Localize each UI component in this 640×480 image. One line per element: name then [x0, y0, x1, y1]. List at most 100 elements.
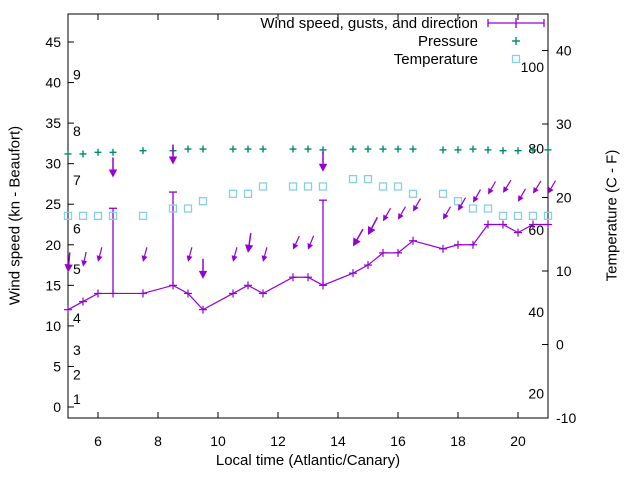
y-left-tick-label: 40: [45, 75, 61, 91]
legend-item-pressure: Pressure: [260, 32, 546, 50]
wind-arrow-tail: [385, 207, 392, 217]
wind-arrow-tail: [188, 247, 193, 257]
wind-arrow-head: [368, 226, 376, 236]
temperature-marker: [93, 211, 103, 221]
wind-arrow-head: [307, 242, 314, 250]
temperature-marker: [258, 182, 268, 191]
wind-arrow-tail: [83, 251, 87, 261]
wind-arrow-tail: [460, 197, 467, 206]
wind-arrow-head: [141, 255, 148, 262]
pressure-markers: [64, 145, 552, 158]
wind-direction-arrows: [64, 144, 557, 279]
legend-label-temperature: Temperature: [393, 50, 478, 68]
temperature-marker: [363, 174, 373, 184]
wind-arrow-tail: [445, 206, 452, 215]
temperature-markers: [63, 174, 553, 221]
x-axis-title: Local time (Atlantic/Canary): [215, 452, 401, 469]
legend-item-temperature: Temperature: [260, 50, 546, 68]
fahrenheit-scale-label: 100: [521, 59, 545, 75]
wind-arrow-head: [198, 270, 208, 279]
y-right-tick-label: 10: [556, 263, 572, 279]
wind-arrow-head: [398, 212, 404, 220]
wind-arrow-tail: [98, 247, 103, 257]
beaufort-scale-label: 1: [73, 391, 81, 407]
temperature-marker: [513, 211, 523, 221]
beaufort-scale-label: 4: [73, 310, 81, 326]
wind-arrow-head: [108, 169, 118, 178]
wind-arrow-head: [168, 156, 178, 165]
wind-arrow-tail: [550, 180, 557, 189]
wind-arrow-tail: [294, 235, 300, 245]
temperature-marker: [408, 189, 418, 198]
wind-arrow-tail: [67, 252, 71, 265]
gust-bars: [109, 191, 327, 294]
wind-arrow-head: [548, 186, 554, 194]
x-tick-label: 16: [390, 433, 406, 449]
wind-arrow-tail: [520, 188, 527, 197]
fahrenheit-scale-label: 60: [528, 222, 544, 238]
wind-arrow-tail: [371, 217, 379, 229]
wind-arrow-head: [81, 260, 88, 267]
wind-arrow-head: [443, 212, 449, 220]
wind-arrow-head: [413, 204, 419, 212]
wind-arrow-head: [473, 195, 479, 203]
beaufort-scale-label: 3: [73, 342, 81, 358]
temperature-marker: [318, 182, 328, 191]
temperature-marker: [453, 197, 463, 206]
legend-label-pressure: Pressure: [417, 32, 478, 50]
wind-arrow-tail: [309, 235, 315, 245]
temperature-marker: [378, 182, 388, 191]
temperature-marker: [168, 204, 178, 213]
wind-arrow-head: [458, 204, 464, 211]
y-left-tick-label: 25: [45, 196, 61, 212]
fahrenheit-scale-label: 40: [528, 304, 544, 320]
y-right-tick-label: 40: [556, 43, 572, 59]
wind-arrow-tail: [505, 179, 512, 189]
wind-arrow-head: [292, 242, 299, 250]
temperature-marker: [108, 211, 118, 221]
wind-arrow-head: [96, 255, 103, 262]
legend-label-wind: Wind speed, gusts, and direction: [260, 14, 478, 32]
temperature-marker: [183, 204, 193, 213]
beaufort-scale-label: 7: [73, 172, 81, 188]
legend-sample-wind-icon: [487, 18, 545, 28]
wind-speed-line: [64, 220, 552, 314]
wind-arrow-head: [353, 237, 361, 247]
y-left-tick-label: 15: [45, 277, 61, 293]
y-right-tick-label: 30: [556, 116, 572, 132]
fahrenheit-scale-label: 80: [528, 140, 544, 156]
wind-speed-polyline: [67, 223, 548, 311]
temperature-marker: [63, 211, 73, 221]
wind-arrow-head: [503, 186, 509, 193]
temperature-marker: [138, 211, 148, 221]
y-right-tick-label: 0: [556, 337, 564, 353]
temperature-marker: [348, 174, 358, 184]
wind-arrow-head: [64, 264, 73, 273]
wind-arrow-tail: [490, 181, 497, 190]
y-right-tick-label: 20: [556, 190, 572, 206]
temperature-marker: [543, 211, 553, 221]
y-left-tick-label: 20: [45, 237, 61, 253]
wind-arrow-head: [244, 244, 254, 253]
wind-arrow-head: [533, 187, 539, 194]
axes: [67, 13, 549, 419]
legend-sample-pressure-icon: [512, 37, 520, 45]
beaufort-scale-label: 8: [73, 123, 81, 139]
temperature-marker: [393, 182, 403, 191]
x-tick-label: 8: [154, 433, 162, 449]
beaufort-scale-label: 9: [73, 66, 81, 82]
y-left-tick-label: 0: [53, 399, 61, 415]
temperature-marker: [198, 197, 208, 206]
temperature-marker: [498, 211, 508, 221]
beaufort-scale-label: 5: [73, 261, 81, 277]
y-axis-title-left: Wind speed (kn - Beaufort): [6, 125, 24, 306]
wind-arrow-head: [186, 255, 193, 262]
wind-arrow-tail: [356, 228, 364, 240]
wind-arrow-tail: [475, 189, 482, 198]
wind-arrow-tail: [415, 198, 422, 207]
temperature-marker: [528, 211, 538, 221]
temperature-marker: [243, 189, 253, 198]
x-tick-label: 12: [270, 433, 286, 449]
